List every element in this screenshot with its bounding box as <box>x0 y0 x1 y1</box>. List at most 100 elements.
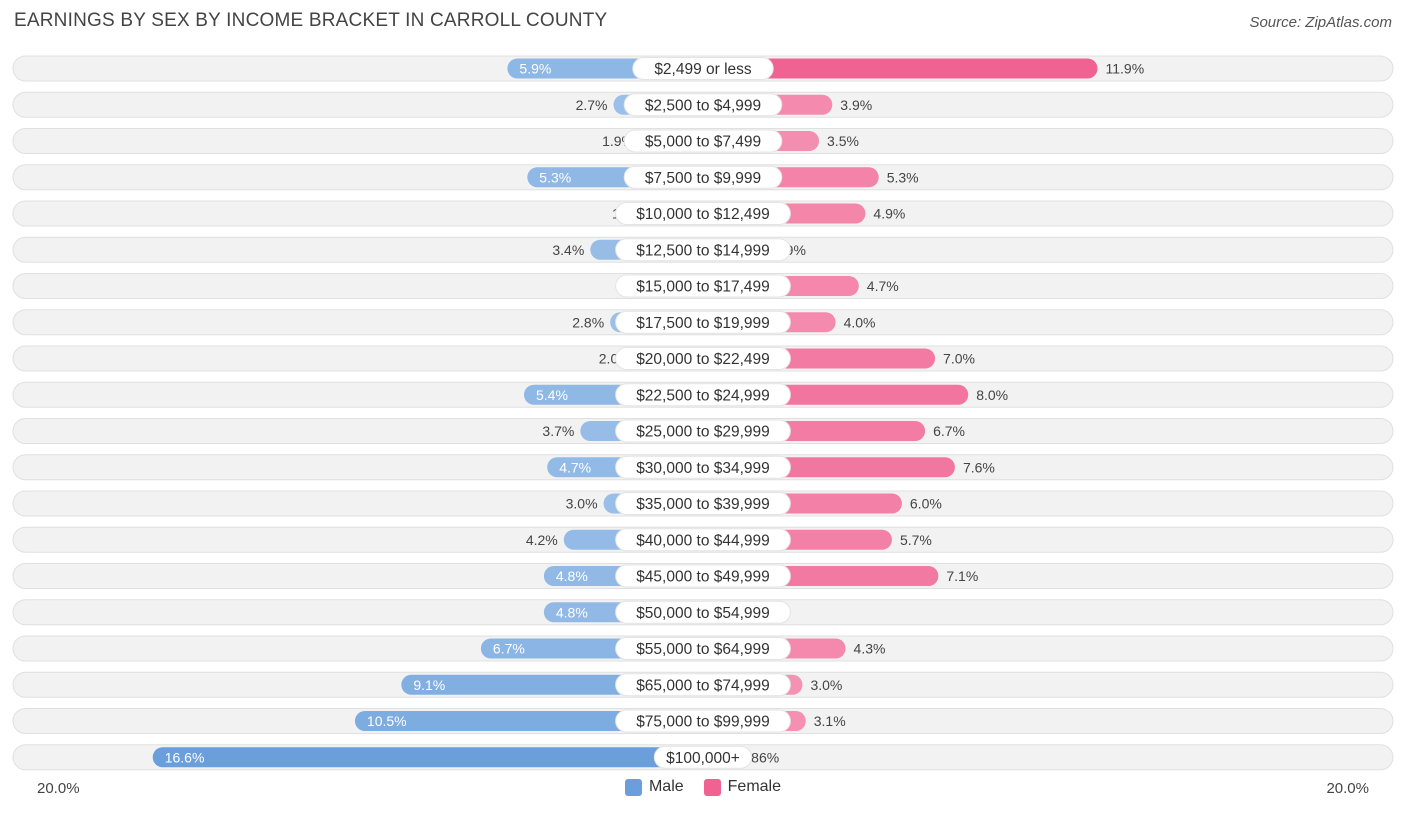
female-value-label: 4.0% <box>844 314 876 330</box>
bar-row: 1.9% 3.5%$5,000 to $7,499 <box>12 128 1394 154</box>
source-credit: Source: ZipAtlas.com <box>1249 14 1392 31</box>
male-value-label: 3.7% <box>542 423 574 439</box>
legend-swatch-female <box>703 778 721 796</box>
female-value-label: 3.0% <box>810 677 842 693</box>
male-value-label: 3.4% <box>552 242 584 258</box>
category-label-bg <box>615 709 791 733</box>
bar-row: 5.3% 5.3% $7,500 to $9,999 <box>12 164 1394 191</box>
legend-item-male[interactable]: Male <box>624 778 684 796</box>
bar-row: 0.9%4.7%$15,000 to $17,499 <box>12 273 1394 299</box>
category-label-bg <box>615 202 791 225</box>
female-value-label: 5.7% <box>900 532 932 548</box>
bar-row: 6.7% 4.3% $55,000 to $64,999 <box>12 635 1394 662</box>
bar-row: 5.4% 8.0% $22,500 to $24,999 <box>12 381 1394 408</box>
category-label-bg <box>615 492 791 515</box>
category-label-bg <box>615 383 791 407</box>
category-label: $2,500 to $4,999 <box>645 97 761 114</box>
female-value-label: 7.1% <box>946 568 978 584</box>
category-label-bg <box>653 745 753 769</box>
female-value-label: 6.0% <box>910 496 942 512</box>
bar-row: 4.7% 7.6% $30,000 to $34,999 <box>12 454 1394 481</box>
category-label: $30,000 to $34,999 <box>636 460 770 477</box>
male-value-label: 5.4% <box>536 387 568 403</box>
category-label-bg <box>615 637 791 660</box>
bar-row: 2.0% 7.0%$20,000 to $22,499 <box>12 345 1394 372</box>
male-value-label: 9.1% <box>413 677 445 693</box>
category-label: $10,000 to $12,499 <box>636 206 770 223</box>
female-value-label: 4.3% <box>854 641 886 657</box>
legend-label-male: Male <box>648 778 684 795</box>
category-label-bg <box>615 600 791 624</box>
bar-row: 10.5% 3.1% $75,000 to $99,999 <box>12 708 1394 734</box>
category-label: $12,500 to $14,999 <box>636 242 770 259</box>
category-label-bg <box>615 347 791 370</box>
category-label-bg <box>615 310 791 334</box>
category-label: $17,500 to $19,999 <box>636 315 770 332</box>
bar-row: 9.1% 3.0% $65,000 to $74,999 <box>12 671 1394 698</box>
female-value-label: 7.6% <box>963 459 995 475</box>
bar-row: 3.4%1.9%$12,500 to $14,999 <box>12 236 1394 263</box>
bar-row: 4.8% 7.1% $45,000 to $49,999 <box>12 563 1394 589</box>
category-label-bg <box>632 57 774 80</box>
category-label-bg <box>615 274 791 298</box>
category-label-bg <box>615 238 791 262</box>
female-value-label: 4.7% <box>867 278 899 294</box>
female-value-label: 3.9% <box>840 97 872 113</box>
bar-row: 16.6% 0.86%$100,000+ <box>12 744 1394 771</box>
female-value-label: 3.5% <box>827 133 859 149</box>
category-label: $15,000 to $17,499 <box>636 279 770 296</box>
male-value-label: 16.6% <box>165 749 205 765</box>
category-label-bg <box>623 165 783 189</box>
male-value-label: 5.9% <box>519 61 551 77</box>
male-value-label: 4.8% <box>556 568 588 584</box>
female-value-label: 7.0% <box>943 351 975 367</box>
female-value-label: 8.0% <box>976 387 1008 403</box>
male-value-label: 2.8% <box>572 314 604 330</box>
axis-right-label: 20.0% <box>1326 780 1369 797</box>
category-label: $45,000 to $49,999 <box>636 569 770 586</box>
category-label: $75,000 to $99,999 <box>636 714 770 731</box>
bar-row: 2.8% 4.0% $17,500 to $19,999 <box>12 309 1394 336</box>
bar-row: 4.2% 5.7% $40,000 to $44,999 <box>12 526 1394 553</box>
chart-title: EARNINGS BY SEX BY INCOME BRACKET IN CAR… <box>14 10 608 31</box>
category-label: $25,000 to $29,999 <box>636 424 770 441</box>
category-label: $20,000 to $22,499 <box>636 351 770 368</box>
legend: Male Female <box>0 778 1406 796</box>
female-bar <box>703 58 1098 79</box>
legend-item-female[interactable]: Female <box>703 778 782 796</box>
male-value-label: 4.2% <box>526 532 558 548</box>
male-value-label: 4.7% <box>559 459 591 475</box>
bar-row: 3.7% 6.7% $25,000 to $29,999 <box>12 418 1394 444</box>
category-label-bg <box>615 455 791 479</box>
category-label: $5,000 to $7,499 <box>645 134 761 151</box>
category-label-bg <box>623 129 783 153</box>
category-label: $40,000 to $44,999 <box>636 532 770 549</box>
bar-row: 4.8%0.98%$50,000 to $54,999 <box>12 599 1394 626</box>
female-value-label: 6.7% <box>933 423 965 439</box>
male-bar <box>152 747 703 768</box>
category-label: $50,000 to $54,999 <box>636 605 770 622</box>
category-label-bg <box>615 419 791 443</box>
bar-row: 5.9% 11.9% $2,499 or less <box>12 55 1394 82</box>
male-value-label: 3.0% <box>566 496 598 512</box>
category-label-bg <box>615 528 791 552</box>
category-label: $22,500 to $24,999 <box>636 387 770 404</box>
bar-row: 1.6%4.9%$10,000 to $12,499 <box>12 200 1394 227</box>
bar-row: 2.7% 3.9% $2,500 to $4,999 <box>12 91 1394 118</box>
category-label: $100,000+ <box>666 750 740 767</box>
male-value-label: 10.5% <box>367 713 407 729</box>
legend-label-female: Female <box>727 778 782 795</box>
category-label: $55,000 to $64,999 <box>636 641 770 658</box>
male-value-label: 4.8% <box>556 604 588 620</box>
category-label: $65,000 to $74,999 <box>636 677 770 694</box>
category-label-bg <box>615 673 791 697</box>
axis-left-label: 20.0% <box>37 780 80 797</box>
male-bar <box>354 711 703 731</box>
male-value-label: 2.7% <box>576 97 608 113</box>
category-label: $7,500 to $9,999 <box>645 170 761 187</box>
male-value-label: 6.7% <box>493 641 525 657</box>
category-label-bg <box>623 93 783 117</box>
bar-row: 3.0% 6.0% $35,000 to $39,999 <box>12 490 1394 517</box>
female-value-label: 4.9% <box>873 206 905 222</box>
